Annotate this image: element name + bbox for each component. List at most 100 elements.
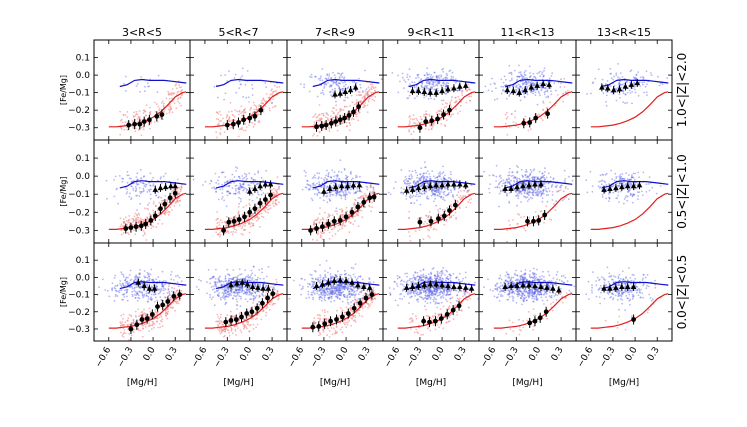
red-point	[244, 122, 247, 125]
blue-point	[625, 172, 628, 175]
blue-point	[423, 96, 426, 99]
blue-point	[528, 198, 530, 201]
red-point	[125, 220, 128, 223]
blue-point	[403, 188, 405, 191]
red-point	[149, 215, 151, 218]
blue-point	[314, 177, 317, 179]
blue-point	[534, 94, 537, 96]
red-point	[435, 111, 438, 114]
red-mean-marker	[123, 226, 129, 231]
blue-point	[541, 197, 544, 200]
red-point	[366, 94, 368, 96]
red-point	[367, 100, 370, 103]
blue-point	[125, 278, 127, 280]
blue-point	[399, 80, 401, 83]
blue-point	[500, 92, 503, 95]
red-point	[169, 206, 172, 209]
blue-point	[564, 178, 567, 180]
red-point	[317, 232, 320, 235]
red-point	[275, 192, 277, 195]
blue-point	[592, 81, 595, 84]
red-point	[332, 116, 335, 119]
blue-point	[397, 74, 399, 77]
blue-point	[542, 189, 545, 192]
red-mean-marker	[314, 226, 319, 231]
red-point	[346, 210, 349, 213]
red-mean-marker	[351, 109, 356, 115]
red-point	[126, 319, 129, 322]
red-point	[315, 119, 318, 122]
blue-point	[431, 83, 433, 85]
red-point	[128, 332, 131, 335]
blue-point	[498, 175, 501, 178]
red-point	[157, 326, 160, 329]
blue-point	[617, 63, 619, 65]
red-point	[215, 231, 218, 234]
blue-point	[526, 187, 529, 190]
red-point	[242, 206, 245, 209]
blue-point	[431, 86, 433, 89]
red-point	[318, 117, 321, 120]
blue-point	[548, 77, 551, 80]
red-point	[450, 114, 453, 116]
blue-point	[332, 189, 335, 192]
blue-point	[489, 83, 492, 86]
blue-point	[523, 188, 526, 191]
blue-mean-marker	[457, 181, 463, 187]
blue-point	[126, 288, 129, 291]
red-point	[221, 221, 224, 224]
blue-point	[224, 176, 227, 178]
red-point	[217, 122, 220, 125]
blue-point	[227, 180, 229, 183]
red-point	[155, 204, 157, 207]
blue-point	[143, 295, 146, 297]
blue-point	[516, 180, 519, 182]
blue-point	[449, 171, 452, 173]
blue-point	[531, 188, 534, 191]
blue-point	[321, 186, 323, 188]
blue-point	[240, 83, 243, 86]
red-point	[174, 309, 177, 312]
blue-point	[130, 177, 132, 180]
red-point	[151, 320, 154, 323]
blue-point	[612, 191, 615, 194]
blue-point	[328, 198, 331, 200]
blue-point	[355, 191, 357, 194]
blue-point	[559, 184, 562, 187]
red-mean-marker	[453, 202, 458, 208]
blue-point	[426, 84, 429, 87]
blue-point	[114, 175, 117, 178]
blue-point	[394, 181, 397, 183]
red-point	[323, 121, 326, 124]
red-point	[148, 202, 151, 205]
blue-point	[502, 179, 505, 182]
blue-mean-marker	[445, 86, 451, 92]
blue-point	[517, 87, 519, 90]
blue-point	[355, 174, 358, 177]
red-mean-marker	[137, 121, 143, 127]
blue-point	[528, 84, 531, 87]
blue-mean-marker	[421, 88, 428, 94]
red-point	[171, 190, 173, 193]
red-point	[121, 225, 124, 228]
red-point	[272, 191, 275, 194]
blue-point	[238, 202, 241, 205]
blue-point	[615, 89, 618, 91]
blue-point	[446, 74, 448, 77]
blue-point	[442, 171, 445, 174]
blue-point	[338, 86, 340, 88]
red-point	[250, 106, 253, 109]
blue-point	[648, 176, 651, 179]
blue-point	[316, 194, 319, 197]
blue-point	[139, 192, 142, 195]
red-point	[167, 285, 170, 288]
blue-point	[414, 97, 416, 100]
red-mean-marker	[236, 120, 241, 125]
blue-point	[330, 176, 333, 179]
red-point	[437, 211, 440, 213]
blue-point	[436, 189, 439, 191]
blue-point	[432, 85, 435, 88]
red-point	[358, 209, 361, 212]
blue-point	[338, 191, 341, 194]
blue-point	[141, 191, 143, 193]
